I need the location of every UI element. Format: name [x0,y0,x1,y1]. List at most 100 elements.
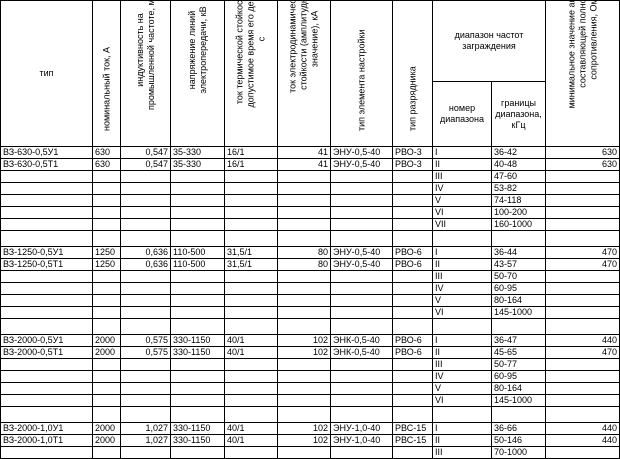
cell-arrester: РВО-3 [392,158,433,171]
cell-tuning: ЭНК-0,5-40 [330,334,393,347]
cell-inductance [120,294,171,307]
empty-cell [432,318,492,335]
table-row: III 50-77 [0,358,620,371]
cell-inductance: 0,547 [120,146,171,159]
cell-band-limits: 50-77 [490,358,547,371]
empty-cell [490,230,547,247]
cell-dynamic [277,194,331,207]
empty-cell [92,230,121,247]
cell-band-no: IV [432,282,492,295]
cell-band-no: III [432,170,492,183]
cell-dynamic [277,206,331,219]
table-row: IV 60-95 [0,370,620,383]
cell-band-no: III [432,358,492,371]
cell-tuning: ЭНУ-0,5-40 [330,158,393,171]
cell-band-no: V [432,294,492,307]
table-row: ВЗ-1250-0,5Т1 1250 0,636 110-500 31,5/1 80 ЭНУ… [0,258,620,271]
cell-current [92,270,121,283]
cell-arrester: РВС-15 [392,422,433,435]
cell-resistance [545,194,620,207]
empty-cell [545,230,620,247]
cell-voltage: 110-500 [170,258,225,271]
cell-arrester [392,382,433,395]
cell-band-limits: 80-164 [490,294,547,307]
cell-band-limits: 50-146 [490,434,547,447]
cell-band-limits: 36-66 [490,422,547,435]
cell-arrester [392,206,433,219]
empty-cell [0,230,93,247]
cell-dynamic [277,170,331,183]
cell-inductance: 0,636 [120,258,171,271]
cell-current: 630 [92,146,121,159]
cell-band-no: IV [432,370,492,383]
cell-resistance [545,394,620,407]
empty-cell [432,230,492,247]
cell-dynamic [277,394,331,407]
cell-band-limits: 160-1000 [490,218,547,231]
cell-tuning [330,206,393,219]
cell-dynamic [277,358,331,371]
cell-thermal: 31,5/1 [224,246,278,259]
col-header-thermal: ток термической стойкости, кА/допустимое… [224,0,278,147]
cell-resistance [545,382,620,395]
cell-tuning: ЭНУ-0,5-40 [330,146,393,159]
cell-current [92,294,121,307]
cell-type: ВЗ-2000-1,0У1 [0,422,93,435]
cell-thermal [224,218,278,231]
cell-voltage: 330-1150 [170,422,225,435]
cell-type [0,206,93,219]
cell-arrester: РВО-6 [392,246,433,259]
cell-band-no: III [432,446,492,459]
cell-tuning [330,194,393,207]
empty-cell [490,406,547,423]
cell-dynamic: 102 [277,334,331,347]
cell-tuning [330,358,393,371]
cell-type [0,170,93,183]
cell-inductance: 1,027 [120,434,171,447]
empty-cell [277,230,331,247]
cell-band-no: I [432,422,492,435]
cell-band-no: VI [432,206,492,219]
cell-band-limits: 80-164 [490,382,547,395]
cell-dynamic: 41 [277,158,331,171]
cell-current: 1250 [92,246,121,259]
cell-thermal [224,270,278,283]
cell-type [0,382,93,395]
cell-arrester: РВС-15 [392,434,433,447]
cell-type: ВЗ-630-0,5Т1 [0,158,93,171]
cell-inductance [120,358,171,371]
table-row: VII 160-1000 [0,218,620,231]
cell-resistance [545,370,620,383]
cell-type [0,306,93,319]
cell-type [0,370,93,383]
col-header-tuning: тип элемента настройки [330,0,393,147]
cell-resistance: 440 [545,434,620,447]
empty-cell [330,230,393,247]
cell-band-no: V [432,382,492,395]
cell-current [92,218,121,231]
cell-arrester [392,370,433,383]
cell-resistance: 470 [545,346,620,359]
cell-band-limits: 74-118 [490,194,547,207]
empty-cell [120,318,171,335]
cell-inductance [120,270,171,283]
cell-dynamic: 102 [277,346,331,359]
empty-cell [392,318,433,335]
cell-band-limits: 70-1000 [490,446,547,459]
cell-thermal [224,370,278,383]
cell-dynamic: 80 [277,246,331,259]
empty-cell [120,406,171,423]
cell-arrester [392,170,433,183]
cell-arrester: РВО-6 [392,258,433,271]
cell-thermal [224,182,278,195]
cell-resistance [545,294,620,307]
cell-inductance: 0,636 [120,246,171,259]
col-header-arrester: тип разрядника [392,0,433,147]
cell-current [92,206,121,219]
empty-cell [392,406,433,423]
cell-dynamic: 41 [277,146,331,159]
cell-arrester [392,358,433,371]
cell-current: 1250 [92,258,121,271]
cell-type [0,182,93,195]
cell-dynamic [277,294,331,307]
